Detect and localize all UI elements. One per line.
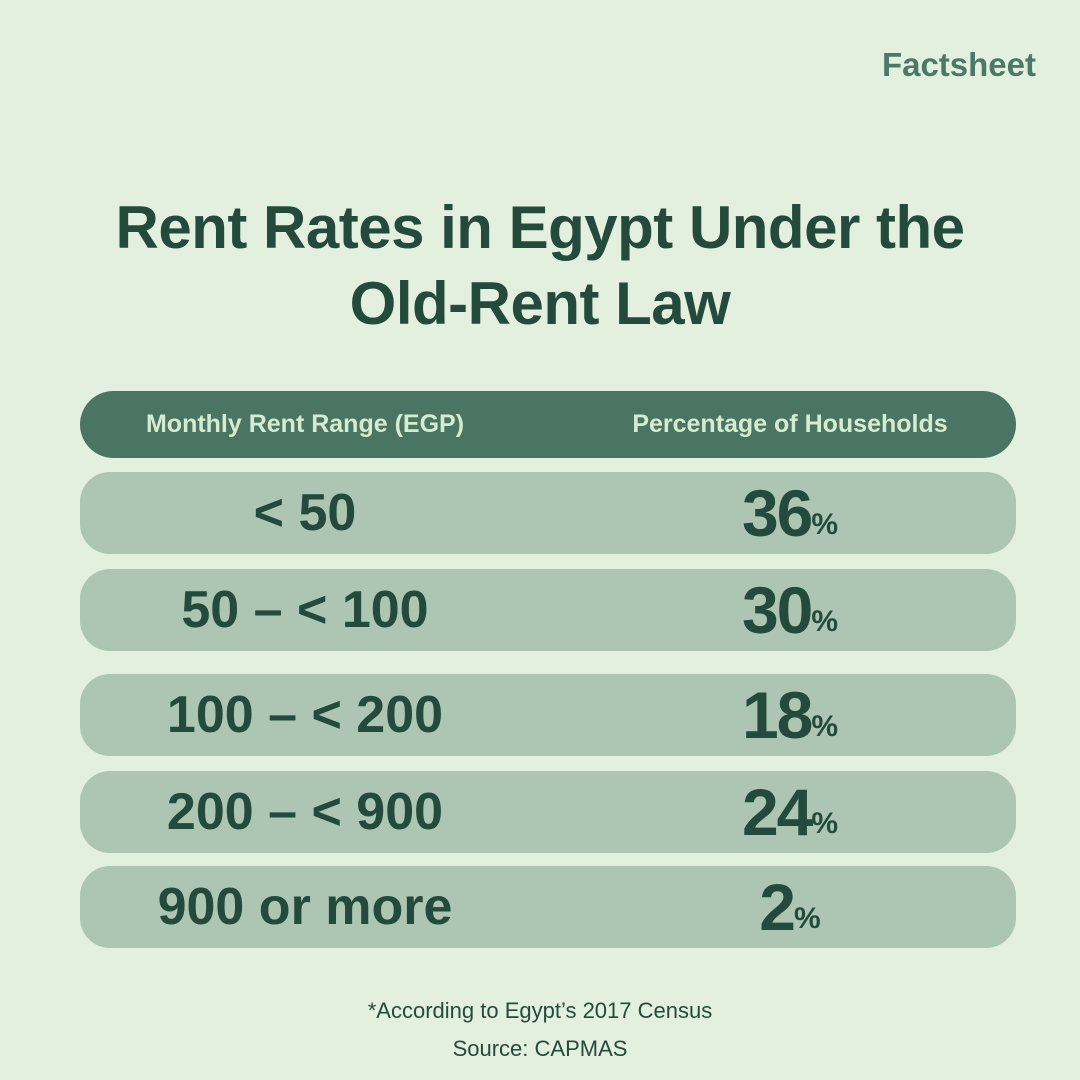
range-cell: < 50 xyxy=(80,472,530,554)
header-cell: Percentage of Households xyxy=(632,410,948,438)
range-cell: 200 – < 900 xyxy=(80,771,530,853)
rent-range: 50 – < 100 xyxy=(181,581,429,639)
title: Rent Rates in Egypt Under the Old-Rent L… xyxy=(115,194,965,337)
percent-unit: % xyxy=(811,605,839,638)
percent-unit: % xyxy=(811,710,839,743)
table-row: 900 or more 2% xyxy=(80,866,1016,948)
percent-cell: 2% xyxy=(530,866,1050,948)
percent-cell: 24% xyxy=(530,771,1050,853)
percent-value: 30 xyxy=(741,573,813,647)
table-row: 50 – < 100 30% xyxy=(80,569,1016,651)
percent-value: 24 xyxy=(741,775,813,849)
header-cell: Monthly Rent Range (EGP) xyxy=(145,410,465,438)
tag: Factsheet xyxy=(881,46,1036,83)
table-row: 200 – < 900 24% xyxy=(80,771,1016,853)
percent-cell: 18% xyxy=(530,674,1050,756)
percent-cell: 30% xyxy=(530,569,1050,651)
rent-range: 900 or more xyxy=(157,878,453,936)
percent-value: 18 xyxy=(741,678,813,752)
source: Source: CAPMAS xyxy=(452,1036,628,1061)
percent-unit: % xyxy=(794,902,821,935)
range-cell: 100 – < 200 xyxy=(80,674,530,756)
percent-cell: 36% xyxy=(530,472,1050,554)
percent-value: 2 xyxy=(759,870,796,944)
rent-range: 200 – < 900 xyxy=(166,783,444,841)
footnote: *According to Egypt’s 2017 Census xyxy=(367,998,713,1023)
percent-unit: % xyxy=(811,807,839,840)
rent-range: 100 – < 200 xyxy=(166,686,444,744)
percent-value: 36 xyxy=(741,476,813,550)
percent-unit: % xyxy=(811,508,839,541)
table-row: < 50 36% xyxy=(80,472,1016,554)
table-header: Monthly Rent Range (EGP) Percentage of H… xyxy=(80,391,1016,458)
range-cell: 50 – < 100 xyxy=(80,569,530,651)
range-cell: 900 or more xyxy=(80,866,530,948)
rent-range: < 50 xyxy=(253,484,357,542)
table-row: 100 – < 200 18% xyxy=(80,674,1016,756)
